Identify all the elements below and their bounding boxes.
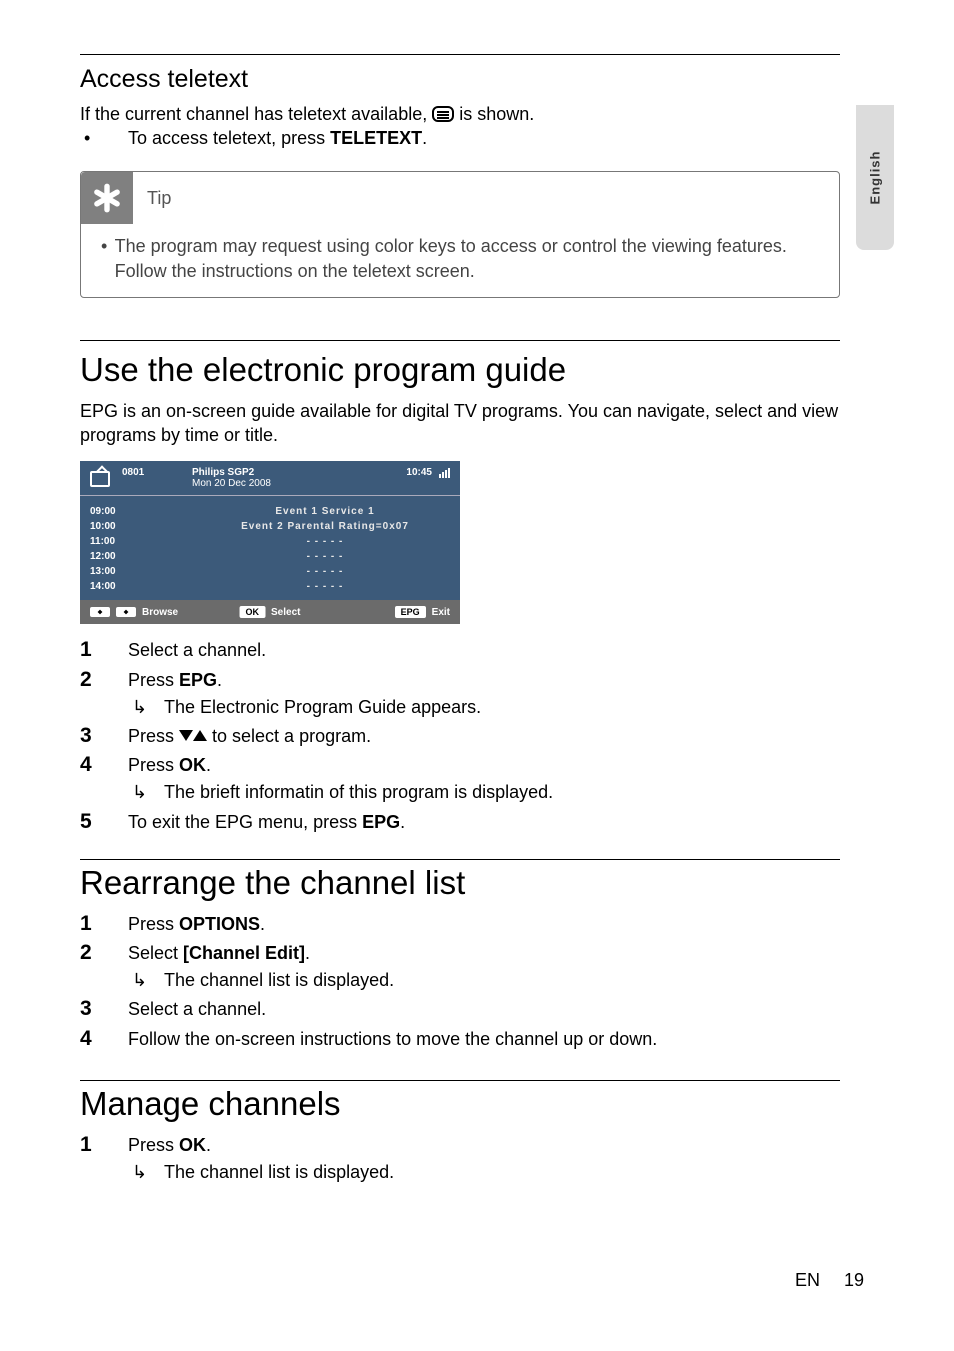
tv-icon: [90, 471, 110, 487]
teletext-intro: If the current channel has teletext avai…: [80, 102, 840, 126]
exit-label: Exit: [432, 607, 450, 618]
epg-row-time: 10:00: [90, 521, 200, 532]
down-triangle-icon: [179, 730, 193, 741]
step-result: The brieft informatin of this program is…: [164, 780, 553, 805]
step-number: 2: [80, 941, 128, 964]
step-text: Press OPTIONS.: [128, 912, 840, 937]
ok-key: OK: [240, 606, 266, 618]
page-footer: EN 19: [795, 1270, 864, 1291]
step-result: The channel list is displayed.: [164, 968, 394, 993]
epg-heading: Use the electronic program guide: [80, 351, 840, 389]
rearrange-steps: 1Press OPTIONS.2Select [Channel Edit].↳T…: [80, 912, 840, 1052]
step-text: Press to select a program.: [128, 724, 840, 749]
language-tab: English: [856, 105, 894, 250]
teletext-bullet: • To access teletext, press TELETEXT.: [80, 128, 840, 149]
step-number: 3: [80, 997, 128, 1020]
step-number: 4: [80, 753, 128, 776]
epg-row-time: 12:00: [90, 551, 200, 562]
select-label: Select: [271, 607, 300, 618]
arrows-key-icon: [116, 607, 136, 617]
epg-row-event: Event 1 Service 1: [200, 506, 450, 517]
teletext-icon: [432, 106, 454, 122]
epg-row-event: - - - - -: [200, 566, 450, 577]
step-number: 5: [80, 810, 128, 833]
step-number: 3: [80, 724, 128, 747]
step-text: Press EPG.↳The Electronic Program Guide …: [128, 668, 840, 720]
step-text: Follow the on-screen instructions to mov…: [128, 1027, 840, 1052]
teletext-heading: Access teletext: [80, 65, 840, 94]
signal-icon: [438, 467, 450, 478]
epg-footer: Browse OK Select EPG Exit: [80, 600, 460, 624]
step-number: 1: [80, 912, 128, 935]
language-tab-label: English: [868, 151, 883, 205]
epg-channel-num: 0801: [122, 467, 192, 478]
arrows-key-icon: [90, 607, 110, 617]
epg-row-time: 14:00: [90, 581, 200, 592]
epg-key: EPG: [395, 606, 426, 618]
epg-clock: 10:45: [406, 467, 432, 478]
manage-heading: Manage channels: [80, 1085, 840, 1123]
step-result: The Electronic Program Guide appears.: [164, 695, 481, 720]
epg-row-time: 11:00: [90, 536, 200, 547]
step-result: The channel list is displayed.: [164, 1160, 394, 1185]
step-text: Select [Channel Edit].↳The channel list …: [128, 941, 840, 993]
page-content: Access teletext If the current channel h…: [80, 50, 840, 1189]
epg-date: Mon 20 Dec 2008: [192, 478, 406, 489]
step-number: 1: [80, 638, 128, 661]
step-text: To exit the EPG menu, press EPG.: [128, 810, 840, 835]
result-arrow-icon: ↳: [128, 1160, 164, 1185]
epg-intro: EPG is an on-screen guide available for …: [80, 399, 840, 448]
up-triangle-icon: [193, 730, 207, 741]
epg-row-event: - - - - -: [200, 536, 450, 547]
step-number: 1: [80, 1133, 128, 1156]
footer-lang: EN: [795, 1270, 820, 1290]
step-text: Select a channel.: [128, 997, 840, 1022]
epg-row-event: Event 2 Parental Rating=0x07: [200, 521, 450, 532]
rearrange-heading: Rearrange the channel list: [80, 864, 840, 902]
manage-steps: 1Press OK.↳The channel list is displayed…: [80, 1133, 840, 1185]
result-arrow-icon: ↳: [128, 695, 164, 720]
step-number: 4: [80, 1027, 128, 1050]
epg-row-time: 13:00: [90, 566, 200, 577]
step-text: Select a channel.: [128, 638, 840, 663]
epg-steps: 1Select a channel.2Press EPG.↳The Electr…: [80, 638, 840, 834]
step-number: 2: [80, 668, 128, 691]
epg-screenshot: 0801 Philips SGP2 Mon 20 Dec 2008 10:45 …: [80, 461, 460, 624]
asterisk-icon: [81, 172, 133, 224]
tip-text: The program may request using color keys…: [115, 234, 819, 283]
browse-label: Browse: [142, 607, 178, 618]
tip-box: Tip •The program may request using color…: [80, 171, 840, 298]
footer-page: 19: [844, 1270, 864, 1290]
epg-title: Philips SGP2: [192, 467, 406, 478]
step-text: Press OK.↳The brieft informatin of this …: [128, 753, 840, 805]
result-arrow-icon: ↳: [128, 780, 164, 805]
step-text: Press OK.↳The channel list is displayed.: [128, 1133, 840, 1185]
epg-row-event: - - - - -: [200, 551, 450, 562]
epg-row-time: 09:00: [90, 506, 200, 517]
result-arrow-icon: ↳: [128, 968, 164, 993]
epg-row-event: - - - - -: [200, 581, 450, 592]
tip-label: Tip: [147, 188, 171, 209]
